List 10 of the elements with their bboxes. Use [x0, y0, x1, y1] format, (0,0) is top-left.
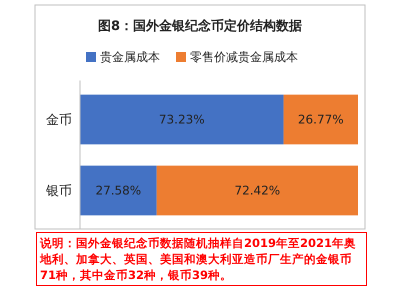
legend-label: 零售价减贵金属成本	[190, 50, 298, 64]
text: 说明：国外金银纪念币数据随机抽样自2019年至2021年奥地利、加拿大、英国、美国和澳大利亚造币厂生产的金银币71种，其中金币32种，银币39种。	[36, 232, 367, 286]
y-tick-label: 银币	[45, 184, 72, 200]
data-label: 27.58%	[95, 184, 142, 198]
data-label: 72.42%	[234, 184, 280, 198]
y-tick-label: 金币	[46, 113, 72, 128]
data-label: 73.23%	[158, 112, 205, 127]
data-label: 26.77%	[298, 112, 344, 127]
chart-title: 图8：国外金银纪念币定价结构数据	[98, 18, 302, 34]
legend-label: 贵金属成本	[100, 50, 160, 64]
